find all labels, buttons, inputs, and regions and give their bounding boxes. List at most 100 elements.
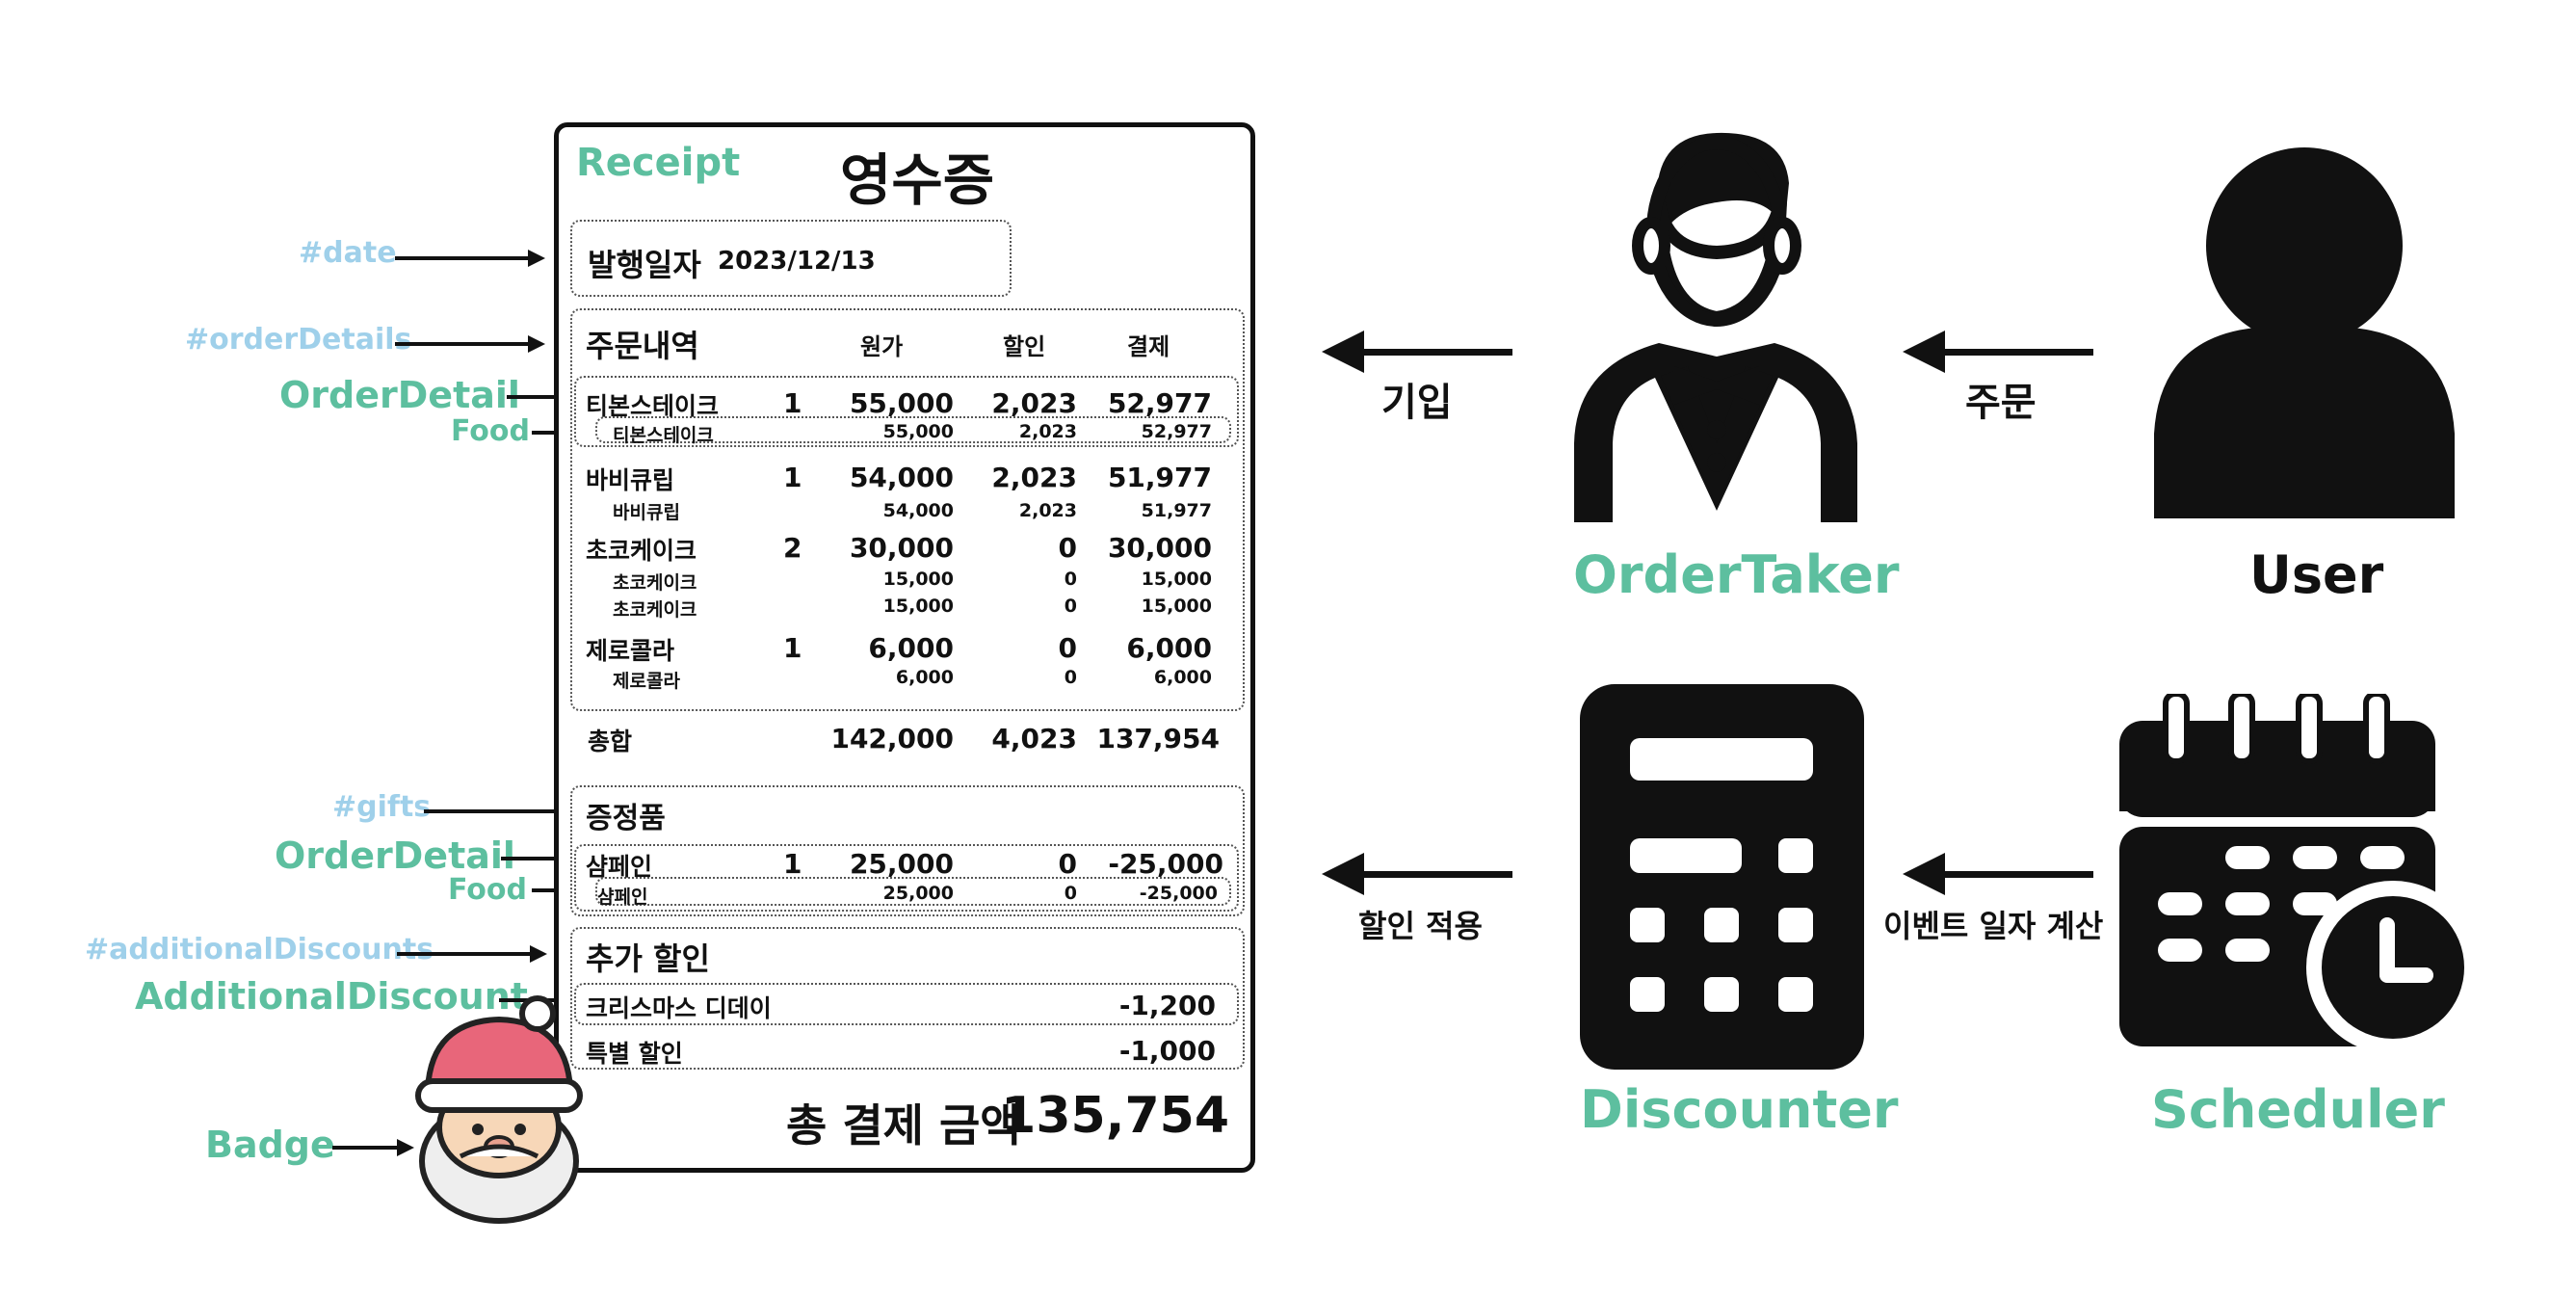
annotation-date-arrowhead bbox=[528, 250, 545, 267]
item-pay: 52,977 bbox=[1107, 387, 1212, 419]
order-details-box bbox=[570, 308, 1245, 711]
annotation-food-1: Food bbox=[451, 414, 530, 448]
annotation-date-arrow-line bbox=[395, 256, 530, 260]
item-pay: 6,000 bbox=[1126, 632, 1212, 664]
sub-item-price: 15,000 bbox=[882, 596, 954, 617]
extra-name: 크리스마스 디데이 bbox=[586, 994, 772, 1022]
gift-price: 25,000 bbox=[849, 848, 954, 880]
annotation-gifts-arrow-line bbox=[424, 809, 559, 813]
user-label: User bbox=[2249, 544, 2384, 605]
receipt-title-ko: 영수증 bbox=[840, 147, 995, 213]
gift-sub-pay: -25,000 bbox=[1139, 883, 1218, 904]
arrow-order-line bbox=[1939, 349, 2093, 356]
item-discount: 2,023 bbox=[991, 387, 1077, 419]
col-price-header: 원가 bbox=[860, 333, 904, 360]
arrow-apply-head bbox=[1322, 853, 1364, 895]
annotation-additional-discounts: #additionalDiscounts bbox=[85, 933, 434, 966]
item-price: 55,000 bbox=[849, 387, 954, 419]
gifts-box bbox=[570, 785, 1245, 916]
sub-item-pay: 15,000 bbox=[1141, 569, 1212, 590]
sub-item-discount: 0 bbox=[1064, 596, 1077, 617]
calc-date-label: 이벤트 일자 계산 bbox=[1883, 908, 2104, 944]
item-price: 6,000 bbox=[868, 632, 954, 664]
order-label: 주문 bbox=[1965, 381, 2037, 425]
sub-item-name: 티본스테이크 bbox=[613, 425, 714, 446]
annotation-badge: Badge bbox=[205, 1124, 335, 1166]
item-qty: 1 bbox=[783, 632, 802, 664]
order-header: 주문내역 bbox=[586, 328, 699, 364]
sub-item-discount: 2,023 bbox=[1018, 500, 1077, 521]
total-pay: 137,954 bbox=[1096, 723, 1220, 754]
sub-item-pay: 6,000 bbox=[1153, 667, 1212, 688]
sub-item-pay: 52,977 bbox=[1141, 421, 1212, 442]
calendar-clock-icon bbox=[2119, 694, 2480, 1054]
annotation-order-detail-2: OrderDetail bbox=[275, 834, 515, 877]
sub-item-name: 바비큐립 bbox=[613, 502, 680, 523]
col-discount-header: 할인 bbox=[1003, 333, 1046, 360]
receipt-card: Receipt 영수증 발행일자 2023/12/13 주문내역 원가 할인 결… bbox=[554, 122, 1255, 1173]
total-discount: 4,023 bbox=[991, 723, 1077, 754]
annotation-food-2: Food bbox=[448, 873, 527, 907]
item-pay: 30,000 bbox=[1107, 532, 1212, 564]
annotation-additional-discounts-arrow-line bbox=[397, 952, 532, 956]
gifts-header: 증정품 bbox=[586, 802, 666, 835]
sub-item-pay: 15,000 bbox=[1141, 596, 1212, 617]
record-label: 기입 bbox=[1381, 381, 1453, 425]
arrow-order-head bbox=[1903, 331, 1945, 373]
sub-item-discount: 0 bbox=[1064, 667, 1077, 688]
final-label: 총 결제 금액 bbox=[786, 1099, 1021, 1151]
extra-discounts-box bbox=[570, 927, 1245, 1070]
gift-qty: 1 bbox=[783, 848, 802, 880]
annotation-order-detail-2-arrow-line bbox=[501, 857, 578, 860]
extra-name: 특별 할인 bbox=[586, 1040, 683, 1068]
gift-sub-name: 샴페인 bbox=[597, 887, 648, 908]
item-price: 54,000 bbox=[849, 462, 954, 493]
item-qty: 1 bbox=[783, 462, 802, 493]
annotation-gifts: #gifts bbox=[332, 790, 432, 824]
gift-sub-price: 25,000 bbox=[882, 883, 954, 904]
calculator-icon bbox=[1580, 684, 1864, 1070]
item-discount: 0 bbox=[1058, 632, 1077, 664]
gift-pay: -25,000 bbox=[1108, 848, 1223, 880]
sub-item-pay: 51,977 bbox=[1141, 500, 1212, 521]
total-label: 총합 bbox=[588, 728, 633, 755]
waiter-icon bbox=[1574, 132, 1857, 522]
sub-item-price: 15,000 bbox=[882, 569, 954, 590]
arrow-record-head bbox=[1322, 331, 1364, 373]
annotation-order-detail-1: OrderDetail bbox=[279, 374, 520, 416]
item-price: 30,000 bbox=[849, 532, 954, 564]
annotation-badge-arrow-line bbox=[332, 1146, 400, 1150]
annotation-additional-discount: AdditionalDiscount bbox=[135, 975, 528, 1018]
item-qty: 1 bbox=[783, 387, 802, 419]
item-discount: 0 bbox=[1058, 532, 1077, 564]
apply-discount-label: 할인 적용 bbox=[1358, 908, 1483, 944]
item-qty: 2 bbox=[783, 532, 802, 564]
item-name: 제로콜라 bbox=[586, 637, 675, 665]
annotation-order-details-arrow-line bbox=[395, 342, 530, 346]
item-pay: 51,977 bbox=[1107, 462, 1212, 493]
arrow-calc-head bbox=[1903, 853, 1945, 895]
sub-item-price: 55,000 bbox=[882, 421, 954, 442]
sub-item-name: 초코케이크 bbox=[613, 599, 697, 621]
scheduler-label: Scheduler bbox=[2151, 1079, 2445, 1140]
order-taker-label: OrderTaker bbox=[1573, 544, 1900, 605]
date-label: 발행일자 bbox=[588, 247, 701, 283]
user-icon bbox=[2154, 147, 2455, 518]
final-amount: 135,754 bbox=[1001, 1087, 1229, 1145]
receipt-title-en: Receipt bbox=[576, 141, 741, 185]
santa-badge-icon bbox=[415, 995, 583, 1224]
annotation-order-details: #orderDetails bbox=[185, 323, 412, 357]
date-value: 2023/12/13 bbox=[718, 247, 876, 276]
date-box bbox=[570, 220, 1012, 297]
item-name: 바비큐립 bbox=[586, 466, 675, 494]
item-name: 티본스테이크 bbox=[586, 392, 720, 420]
gift-order-detail-box bbox=[574, 844, 1239, 912]
annotation-order-details-arrowhead bbox=[528, 335, 545, 353]
annotation-order-detail-1-arrow-line bbox=[507, 395, 580, 399]
item-name: 초코케이크 bbox=[586, 537, 697, 565]
order-detail-highlight-box bbox=[574, 376, 1239, 447]
sub-item-name: 초코케이크 bbox=[613, 572, 697, 594]
arrow-record-line bbox=[1358, 349, 1512, 356]
gift-food-box bbox=[595, 877, 1231, 906]
extra-amount: -1,200 bbox=[1118, 990, 1216, 1021]
